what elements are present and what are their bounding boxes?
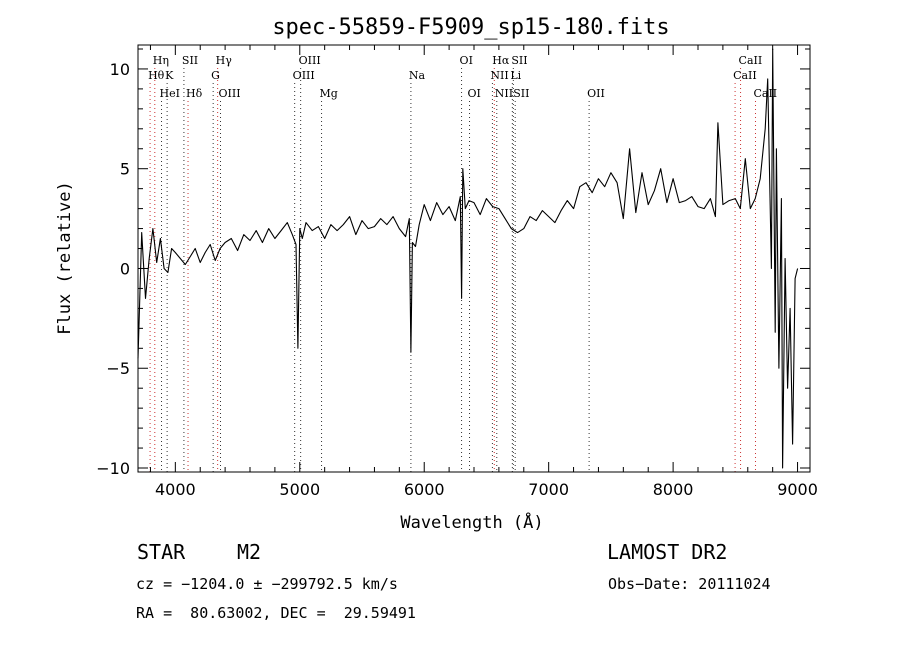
y-axis-label: Flux (relative)	[55, 181, 75, 335]
line-marker-label-17: NII	[490, 69, 508, 82]
line-marker-label-8: OIII	[219, 87, 241, 100]
line-marker-label-22: CaII	[739, 54, 763, 67]
line-marker-label-24: CaII	[753, 87, 777, 100]
line-marker-label-13: OI	[460, 54, 473, 67]
line-marker-label-1: Hθ	[148, 69, 165, 82]
line-marker-label-5: Hδ	[186, 87, 203, 100]
y-tick-label-3: 5	[120, 160, 130, 179]
plot-frame	[137, 44, 811, 473]
line-marker-label-0: Hη	[153, 54, 169, 67]
line-marker-label-12: Na	[409, 69, 426, 82]
x-tick-label-4: 8000	[653, 480, 694, 499]
line-marker-label-15: Hα	[492, 54, 510, 67]
line-marker-label-23: CaII	[733, 69, 757, 82]
line-marker-label-18: Li	[510, 69, 521, 82]
y-tick-label-2: 0	[120, 259, 130, 278]
x-tick-label-3: 7000	[528, 480, 569, 499]
obs-date: Obs−Date: 20111024	[608, 575, 771, 593]
object-subclass: M2	[237, 540, 262, 564]
survey-name: LAMOST DR2	[607, 540, 728, 564]
x-tick-label-2: 6000	[404, 480, 445, 499]
line-marker-label-14: OI	[468, 87, 481, 100]
x-axis-label: Wavelength (Å)	[400, 511, 543, 533]
line-marker-label-10: OIII	[293, 69, 315, 82]
spectrum-line	[137, 48, 799, 469]
y-tick-label-1: −5	[106, 359, 130, 378]
line-marker-label-20: SII	[513, 87, 529, 100]
spectrum-series	[137, 48, 799, 469]
y-tick-label-0: −10	[96, 459, 130, 478]
line-marker-label-7: G	[211, 69, 220, 82]
y-axis-ticks: −10 −5 0 5 10	[96, 48, 810, 478]
line-marker-label-9: OIII	[299, 54, 321, 67]
x-tick-label-5: 9000	[777, 480, 818, 499]
redshift-line: cz = −1204.0 ± −299792.5 km/s	[136, 575, 398, 593]
x-tick-label-0: 4000	[155, 480, 196, 499]
x-tick-label-1: 5000	[279, 480, 320, 499]
line-marker-label-11: Mg	[320, 87, 338, 100]
y-tick-label-4: 10	[110, 60, 130, 79]
line-marker-label-16: SII	[511, 54, 527, 67]
line-marker-label-21: OII	[587, 87, 605, 100]
x-axis-ticks: 4000 5000 6000 7000 8000 9000	[149, 45, 818, 499]
line-marker-label-2: K	[165, 69, 174, 82]
line-marker-label-4: SII	[182, 54, 198, 67]
line-marker-label-19: NII	[495, 87, 513, 100]
line-marker-label-6: Hγ	[216, 54, 233, 67]
coordinates: RA = 80.63002, DEC = 29.59491	[136, 604, 416, 622]
chart-title: spec-55859-F5909_sp15-180.fits	[272, 15, 669, 40]
object-type: STAR	[137, 540, 186, 564]
line-marker-label-3: HeI	[160, 87, 180, 100]
